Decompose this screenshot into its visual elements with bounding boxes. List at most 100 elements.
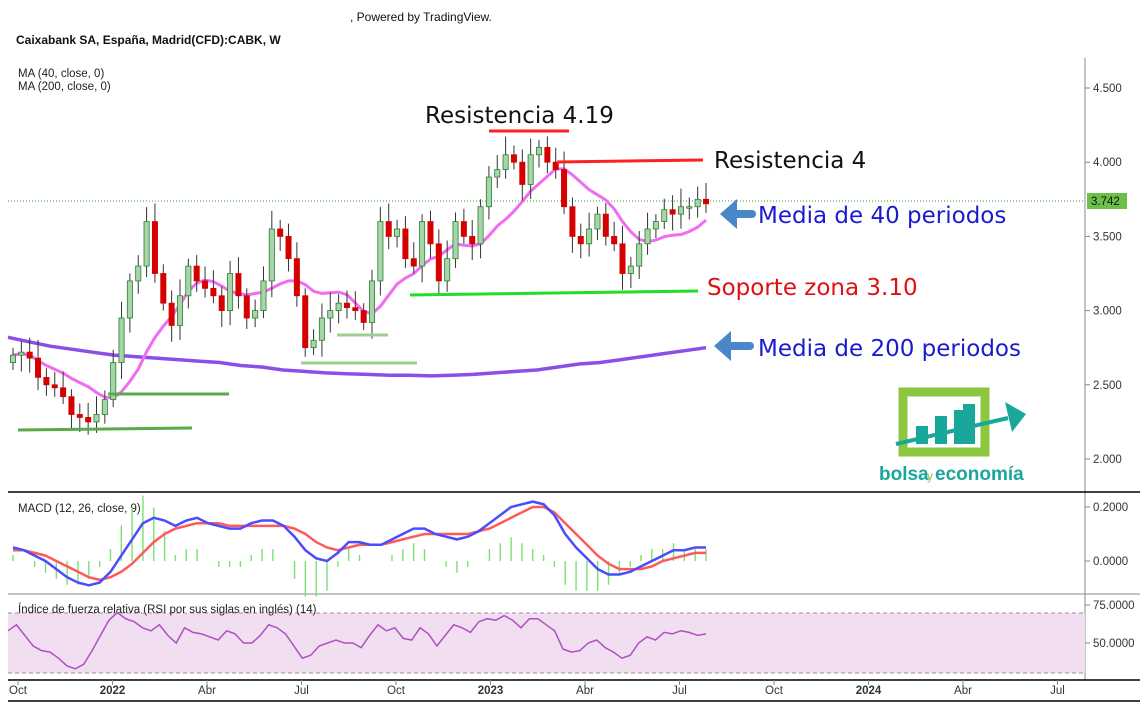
candle <box>193 255 200 292</box>
candle-down-body <box>510 154 517 163</box>
rsi-line <box>7 611 707 670</box>
time-tick-label: Jul <box>294 685 309 697</box>
candle-down-body <box>577 235 584 245</box>
candle-up-body <box>444 258 451 282</box>
candle <box>43 368 50 396</box>
candle-up-body <box>185 265 192 297</box>
candle-up-body <box>126 280 133 319</box>
candle <box>202 266 209 298</box>
candle <box>569 197 576 253</box>
ma40-line <box>12 167 707 400</box>
candle <box>352 291 359 320</box>
candle <box>110 349 117 408</box>
candle-up-body <box>110 362 117 401</box>
candle-down-body <box>619 243 626 274</box>
macd-line <box>12 500 706 587</box>
candle-down-body <box>168 302 175 326</box>
candle-up-body <box>502 154 509 171</box>
candle <box>243 288 250 330</box>
candle <box>151 203 158 283</box>
time-tick-label: 2024 <box>856 685 882 697</box>
drawn-levels <box>17 129 704 432</box>
arrow-ma200-icon <box>714 331 754 361</box>
candle <box>101 390 108 424</box>
annotation-resistance-4: Resistencia 4 <box>714 148 866 174</box>
candle <box>369 269 376 339</box>
candle-down-body <box>611 235 618 245</box>
price-tick-label: 2.000 <box>1093 454 1122 466</box>
candle-down-body <box>293 258 300 297</box>
time-tick-label: Oct <box>9 685 28 697</box>
candle <box>343 290 350 319</box>
candle <box>302 288 309 357</box>
candle <box>577 223 584 259</box>
panel-frames <box>8 58 1140 702</box>
candle <box>527 138 534 200</box>
support-3-10-line <box>409 289 699 297</box>
candle-up-body <box>252 310 259 319</box>
candle <box>586 212 593 257</box>
time-tick-label: Oct <box>387 685 406 697</box>
annotation-ma200: Media de 200 periodos <box>758 336 1021 362</box>
candle-down-body <box>68 396 75 415</box>
price-tick-label: 4.000 <box>1093 157 1122 169</box>
candle-down-body <box>360 310 367 323</box>
candle <box>460 208 467 244</box>
price-axis: 4.500 4.000 3.500 3.000 2.500 2.000 <box>1085 83 1122 466</box>
candle-up-body <box>369 280 376 323</box>
bolsa-economia-logo: bolsa y economía <box>879 387 1026 485</box>
candle-down-body <box>76 414 83 418</box>
candle <box>669 195 676 231</box>
candle-down-body <box>435 243 442 282</box>
candle <box>18 341 25 372</box>
candle-down-body <box>85 417 92 423</box>
candle <box>218 286 225 327</box>
candle-down-body <box>210 287 217 297</box>
rsi-tick-label: 75.0000 <box>1093 600 1135 612</box>
candle-down-body <box>352 307 359 311</box>
candle <box>594 206 601 240</box>
candle <box>93 396 100 433</box>
candle <box>510 145 517 170</box>
chart-symbol-title: Caixabank SA, España, Madrid(CFD):CABK, … <box>16 33 281 47</box>
candle <box>252 299 259 328</box>
time-tick-label: 2023 <box>478 685 504 697</box>
candle <box>377 207 384 296</box>
candle-down-body <box>427 221 434 245</box>
candle-up-body <box>118 317 125 363</box>
candle <box>68 389 75 431</box>
candle-up-body <box>477 206 484 245</box>
candle-down-body <box>43 376 50 386</box>
macd-tick-label: 0.0000 <box>1093 556 1128 568</box>
candle <box>469 220 476 261</box>
candle <box>636 231 643 279</box>
ma40-label: MA (40, close, 0) <box>18 68 104 80</box>
candle <box>318 303 325 357</box>
candle-up-body <box>485 176 492 208</box>
candle <box>544 136 551 174</box>
candle <box>285 223 292 272</box>
last-price-value: 3.742 <box>1091 196 1120 208</box>
candle-up-body <box>335 302 342 311</box>
candle <box>419 214 426 283</box>
candle-down-body <box>703 198 710 205</box>
candle-up-body <box>494 169 501 178</box>
ma200-label: MA (200, close, 0) <box>18 81 111 93</box>
macd-tick-label: 0.2000 <box>1093 502 1128 514</box>
candle <box>644 212 651 255</box>
macd-signal-line <box>13 505 706 582</box>
candle <box>444 240 451 292</box>
candle-up-body <box>93 414 100 423</box>
candle <box>35 339 42 391</box>
candle-up-body <box>176 295 183 326</box>
candle-down-body <box>151 221 158 274</box>
candle-down-body <box>602 213 609 237</box>
candle-down-body <box>569 206 576 237</box>
candle-up-body <box>135 265 142 282</box>
candle <box>126 273 133 333</box>
candle-down-body <box>243 295 250 319</box>
candle <box>694 186 701 218</box>
candle-up-body <box>9 354 16 363</box>
candle <box>661 198 668 229</box>
